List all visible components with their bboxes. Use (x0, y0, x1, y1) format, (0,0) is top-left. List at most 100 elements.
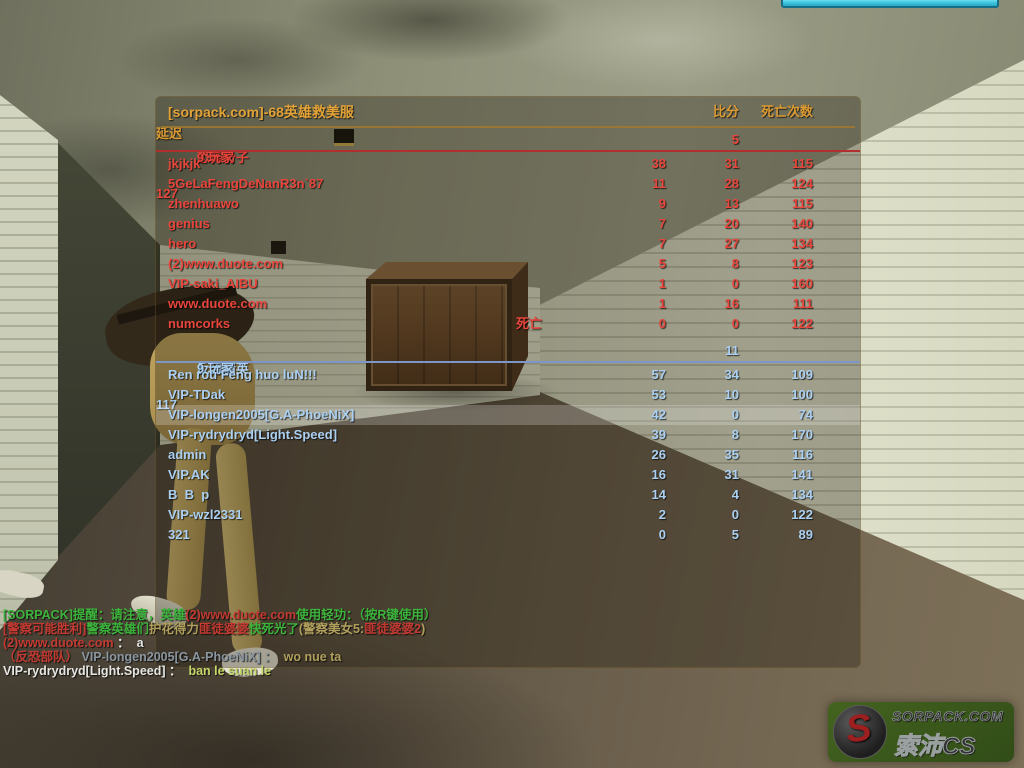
chat-segment: ban le suan le (184, 664, 272, 678)
player-latency: 115 (792, 156, 813, 171)
player-deaths: 31 (724, 467, 739, 482)
team-section: 恐怖份子 -9 玩家 5 127 jkjkjk 38 31 115 5GeLaFe… (156, 131, 860, 334)
player-name: B B p (168, 487, 210, 502)
player-dead-status (506, 485, 606, 505)
player-row: VIP-saki_AIBU 1 0 160 (156, 274, 860, 294)
chat-segment: [警察可能胜利] (3, 622, 87, 636)
player-row: 321 0 5 89 (156, 525, 860, 545)
player-latency: 109 (791, 367, 813, 382)
player-name: VIP-longen2005[G.A-PhoeNiX] (168, 407, 355, 422)
chat-segment: 警察英雄们 (86, 622, 149, 636)
player-latency: 123 (791, 256, 813, 271)
team-divider (156, 361, 860, 363)
player-score: 1 (658, 296, 666, 311)
player-row: (2)www.duote.com 5 8 123 (156, 254, 860, 274)
player-dead-status (506, 294, 606, 314)
server-title: [sorpack.com]-68英雄救美服 (168, 104, 354, 120)
chat-segment: （反恐部队） (3, 650, 79, 664)
player-latency: 115 (792, 196, 813, 211)
chat-line: (2)www.duote.com ： a (3, 636, 603, 650)
player-latency: 89 (798, 527, 813, 542)
player-row: VIP-rydrydryd[Light.Speed] 39 8 170 (156, 425, 860, 445)
player-deaths: 0 (731, 316, 739, 331)
column-header-deaths: 死亡次数 (760, 104, 813, 119)
player-name: numcorks (168, 316, 231, 331)
player-latency: 122 (791, 507, 813, 522)
player-dead-status (506, 525, 606, 545)
chat-segment: VIP-longen2005[G.A-PhoeNiX] ： (78, 650, 281, 664)
round-timer-bar (781, 0, 999, 8)
team-name: 恐怖份子 -9 玩家 (196, 150, 249, 165)
team-section: 反恐精英 -9 玩家 11 117 Ren rou Feng huo luN!!!… (156, 342, 860, 545)
player-deaths: 8 (731, 256, 739, 271)
player-latency: 134 (791, 487, 813, 502)
player-score: 26 (651, 447, 666, 462)
player-row: www.duote.com 1 16 111 (156, 294, 860, 314)
player-latency: 116 (792, 447, 813, 462)
player-dead-status (506, 174, 606, 194)
player-deaths: 5 (731, 527, 739, 542)
player-latency: 122 (791, 316, 813, 331)
player-row: VIP-wzl2331 2 0 122 (156, 505, 860, 525)
player-score: 16 (651, 467, 666, 482)
player-latency: 74 (798, 407, 813, 422)
player-dead-status (506, 154, 606, 174)
chat-segment: (警察美女5: (298, 622, 365, 636)
player-score: 2 (658, 507, 666, 522)
player-latency: 160 (791, 276, 813, 291)
team-header-row: 恐怖份子 -9 玩家 5 127 (156, 131, 860, 201)
player-deaths: 4 (731, 487, 739, 502)
player-deaths: 27 (724, 236, 739, 251)
player-row: genius 7 20 140 (156, 214, 860, 234)
player-latency: 140 (791, 216, 813, 231)
player-score: 11 (652, 176, 666, 191)
team-divider (156, 150, 860, 152)
chat-segment: ) (421, 622, 426, 636)
player-deaths: 16 (724, 296, 739, 311)
player-name: VIP.AK (168, 467, 210, 482)
player-row: numcorks 死亡 0 0 122 (156, 314, 860, 334)
player-dead-status (506, 385, 606, 405)
chat-line: VIP-rydrydryd[Light.Speed] ： ban le suan… (3, 664, 603, 678)
player-score: 38 (651, 156, 666, 171)
watermark-site-text: SORPACK.COM (892, 708, 1004, 725)
player-name: 5GeLaFengDeNanR3n`87 (168, 176, 324, 191)
player-name: hero (168, 236, 197, 251)
player-row: 5GeLaFengDeNanR3n`87 11 28 124 (156, 174, 860, 194)
player-row: VIP.AK 16 31 141 (156, 465, 860, 485)
player-name: admin (168, 447, 207, 462)
player-name: 321 (168, 527, 190, 542)
player-dead-status (506, 254, 606, 274)
chat-area: [SORPACK]提醒：请注意，英雄(2)www.duote.com使用轻功：（… (3, 608, 603, 678)
player-latency: 111 (792, 296, 813, 311)
player-deaths: 0 (731, 407, 739, 422)
player-name: jkjkjk (168, 156, 201, 171)
player-latency: 134 (791, 236, 813, 251)
chat-segment: 快死光了 (248, 622, 299, 636)
wooden-crate (366, 279, 512, 391)
player-dead-status (506, 465, 606, 485)
player-score: 39 (651, 427, 666, 442)
player-row: admin 26 35 116 (156, 445, 860, 465)
header-divider (161, 126, 855, 128)
player-deaths: 10 (724, 387, 739, 402)
player-latency: 141 (791, 467, 813, 482)
chat-segment: wo nue ta (280, 650, 342, 664)
player-score: 5 (658, 256, 666, 271)
player-row: Ren rou Feng huo luN!!! 57 34 109 (156, 365, 860, 385)
player-score: 1 (658, 276, 666, 291)
player-dead-status (506, 425, 606, 445)
chat-segment: 匪徒婆婆2 (364, 622, 422, 636)
player-score: 7 (658, 236, 666, 251)
player-name: Ren rou Feng huo luN!!! (168, 367, 317, 382)
sorpack-s-icon: S (843, 706, 875, 752)
player-name: VIP-TDak (168, 387, 226, 402)
player-dead-status (506, 214, 606, 234)
player-deaths: 8 (731, 427, 739, 442)
player-score: 53 (651, 387, 666, 402)
player-score: 14 (651, 487, 666, 502)
player-dead-status (506, 365, 606, 385)
chat-segment: 匪徒婆婆 (198, 622, 249, 636)
team-header-row: 反恐精英 -9 玩家 11 117 (156, 342, 860, 412)
player-latency: 100 (791, 387, 813, 402)
